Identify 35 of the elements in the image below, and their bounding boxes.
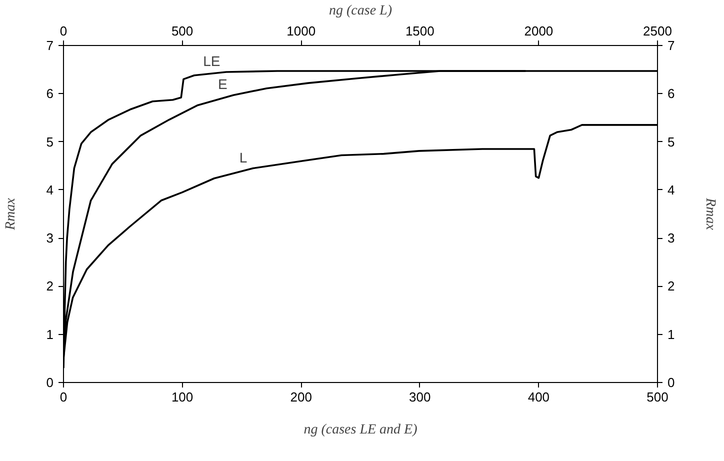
series-label: LE [203,52,220,69]
series-label: L [239,149,248,166]
x-tick-label: 400 [528,390,550,404]
x2-tick-label: 2000 [524,24,554,38]
x2-axis-title: ng (case L) [329,4,392,18]
x-tick-label: 0 [60,390,68,404]
x2-tick-label: 1500 [405,24,434,38]
y2-tick-label: 6 [668,86,675,102]
x2-tick-label: 0 [60,24,68,38]
x-tick-label: 100 [171,390,194,404]
series-label: E [218,76,228,92]
y2-axis-title: Rmax [702,197,718,231]
y-tick-label: 5 [46,134,54,150]
x2-tick-label: 500 [171,24,194,38]
y2-tick-label: 0 [668,375,675,390]
y2-tick-label: 2 [668,278,675,294]
y-tick-label: 1 [46,326,54,342]
y2-tick-label: 3 [668,230,675,246]
x-axis-title: ng (cases LE and E) [304,422,418,438]
y-tick-label: 7 [46,38,54,53]
x2-tick-label: 1000 [286,24,316,38]
y-tick-label: 2 [46,278,54,294]
x-tick-label: 200 [290,390,312,404]
y-axis-title: Rmax [3,197,18,231]
x-tick-label: 500 [646,390,668,404]
y2-tick-label: 7 [668,38,675,53]
x-tick-label: 300 [409,390,431,404]
y2-tick-label: 5 [668,134,675,150]
y2-tick-label: 1 [668,326,675,342]
y-tick-label: 6 [46,86,54,102]
y-tick-label: 0 [46,375,54,390]
y2-tick-label: 4 [668,182,675,198]
y-tick-label: 4 [46,182,54,198]
y-tick-label: 3 [46,230,54,246]
x2-tick-label: 2500 [643,24,672,38]
